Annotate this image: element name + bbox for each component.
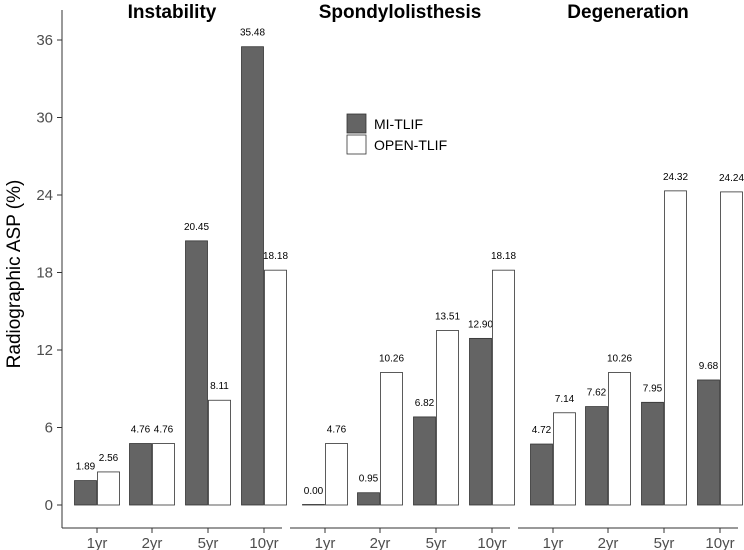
bar-mi-tlif [697,379,720,506]
bar-mi-tlif [74,480,97,506]
bar-mi-tlif [357,492,380,506]
bar-open-tlif [492,269,515,506]
bar-mi-tlif [469,337,492,506]
x-tick-label: 10yr [477,535,506,550]
bar-mi-tlif [413,416,436,506]
bar-open-tlif [436,330,459,506]
bar-open-tlif [553,412,576,506]
data-label: 20.45 [184,222,209,233]
y-axis-label: Radiographic ASP (%) [4,180,25,369]
bar-mi-tlif [129,443,152,506]
x-tick-label: 1yr [543,535,564,550]
bar-mi-tlif [302,504,325,506]
legend-label: MI-TLIF [374,116,423,132]
x-tick-label: 2yr [598,535,619,550]
bar-mi-tlif [241,46,264,506]
data-label: 10.26 [379,353,404,364]
data-label: 7.95 [643,383,663,394]
x-tick-label: 5yr [198,535,219,550]
bar-open-tlif [152,443,175,506]
bar-mi-tlif [530,443,553,506]
data-label: 12.90 [468,319,493,330]
bar-open-tlif [97,471,120,506]
panel-title: Instability [128,2,217,23]
bar-open-tlif [664,190,687,506]
bar-open-tlif [608,372,631,506]
x-tick-label: 1yr [315,535,336,550]
bar-open-tlif [264,269,287,506]
data-label: 6.82 [415,398,435,409]
x-tick-label: 10yr [249,535,278,550]
x-tick-label: 2yr [142,535,163,550]
data-label: 4.76 [131,425,151,436]
y-tick-label: 24 [36,187,53,204]
bar-open-tlif [720,191,743,506]
panel-degeneration: Degeneration 1yr 4.72 7.14 2yr 7.62 10.26 5yr 7.… [518,2,744,550]
data-label: 18.18 [491,251,516,262]
y-tick-label: 12 [36,342,53,359]
x-tick-label: 1yr [87,535,108,550]
y-tick-label: 18 [36,265,53,282]
data-label: 18.18 [263,251,288,262]
data-label: 4.72 [532,425,552,436]
data-label: 24.24 [719,173,744,184]
panel-instability: Instability 1yr 1.892.56 2yr 4.76 4.76 5yr 20.4… [62,2,288,550]
legend-label: OPEN-TLIF [374,137,447,153]
legend-swatch [346,113,367,134]
data-label: 9.68 [699,361,719,372]
y-tick-label: 6 [45,420,53,437]
bar-open-tlif [325,443,348,506]
data-label: 10.26 [607,353,632,364]
data-label: 4.76 [327,425,347,436]
data-label: 4.76 [154,425,174,436]
data-label: 0.00 [304,486,324,497]
y-tick-label: 30 [36,110,53,127]
panel-title: Spondylolisthesis [319,2,482,23]
panel-title: Degeneration [567,2,688,23]
y-axis: 0 6 12 18 24 30 36 [36,10,63,528]
x-tick-label: 10yr [705,535,734,550]
data-label: 7.14 [555,394,575,405]
legend-swatch [346,134,367,155]
data-label: 35.48 [240,28,265,39]
data-label: 2.56 [99,453,119,464]
bar-open-tlif [380,372,403,506]
x-tick-label: 2yr [370,535,391,550]
bar-open-tlif [208,399,231,506]
data-label: 1.89 [76,462,96,473]
x-tick-label: 5yr [654,535,675,550]
bar-mi-tlif [185,240,208,506]
data-label: 8.11 [210,381,229,392]
bar-mi-tlif [641,401,664,506]
data-label: 13.51 [435,311,460,322]
y-tick-label: 36 [36,32,53,49]
legend: MI-TLIF OPEN-TLIF [346,113,447,155]
panel-spondylolisthesis: Spondylolisthesis 1yr 0.00 4.76 2yr 0.95 10.26… [290,2,516,550]
data-label: 7.62 [587,388,607,399]
y-tick-label: 0 [45,497,53,514]
data-label: 24.32 [663,172,688,183]
x-tick-label: 5yr [426,535,447,550]
bar-mi-tlif [585,406,608,506]
data-label: 0.95 [359,474,379,485]
